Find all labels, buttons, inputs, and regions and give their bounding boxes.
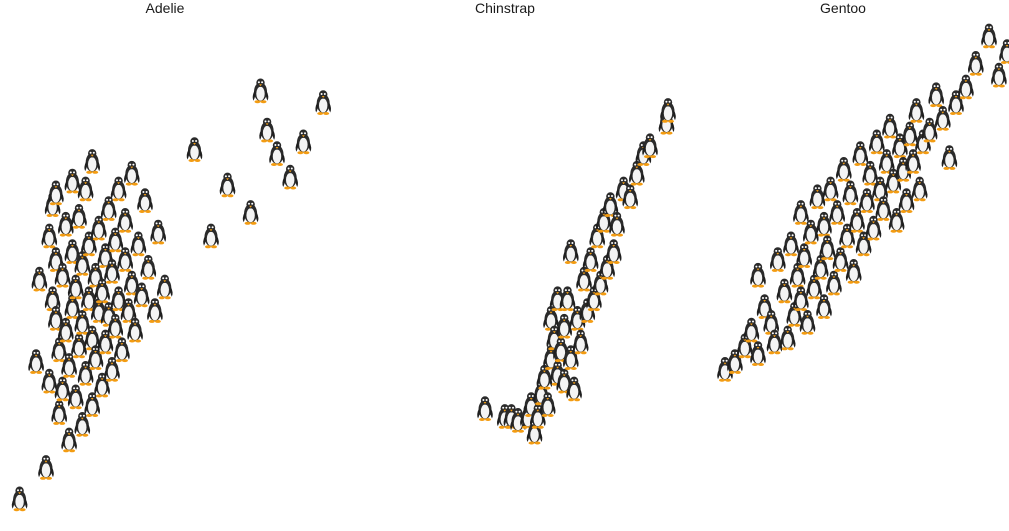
- penguin-point-gentoo-63: [991, 62, 1007, 88]
- penguin-point-adelie-4: [41, 368, 58, 394]
- penguin-point-adelie-1: [28, 349, 44, 374]
- penguin-point-adelie-11: [51, 400, 67, 425]
- penguin-point-gentoo-61: [968, 50, 984, 76]
- penguin-point-chinstrap-24: [572, 329, 589, 355]
- penguin-point-gentoo-5: [750, 262, 766, 288]
- penguin-point-gentoo-12: [783, 231, 799, 257]
- facet-title-chinstrap: Chinstrap: [475, 0, 535, 16]
- penguin-point-gentoo-28: [829, 200, 845, 225]
- penguin-point-adelie-59: [130, 231, 147, 257]
- penguin-point-chinstrap-0: [477, 396, 493, 421]
- penguin-point-adelie-2: [31, 266, 48, 292]
- facet-chinstrap: Chinstrap: [475, 0, 676, 445]
- penguin-point-gentoo-49: [898, 188, 915, 213]
- penguin-point-adelie-57: [124, 160, 140, 186]
- penguin-point-gentoo-33: [845, 259, 862, 284]
- penguin-point-adelie-73: [282, 164, 298, 190]
- penguin-point-gentoo-64: [999, 39, 1009, 64]
- penguin-point-chinstrap-19: [559, 286, 576, 312]
- penguin-point-adelie-0: [11, 486, 28, 512]
- penguin-point-adelie-72: [269, 141, 285, 166]
- penguin-point-gentoo-11: [779, 325, 796, 351]
- penguin-point-adelie-66: [186, 137, 203, 162]
- penguin-point-adelie-74: [295, 129, 312, 155]
- penguin-point-adelie-25: [71, 204, 87, 229]
- penguin-point-adelie-3: [38, 455, 54, 480]
- penguin-point-adelie-67: [203, 223, 219, 249]
- penguin-point-gentoo-29: [832, 247, 849, 272]
- penguin-point-adelie-75: [315, 90, 331, 115]
- penguin-point-adelie-35: [84, 149, 100, 174]
- penguin-point-gentoo-4: [750, 341, 766, 366]
- penguin-point-chinstrap-21: [563, 239, 579, 264]
- penguin-point-adelie-21: [64, 168, 81, 194]
- penguin-point-gentoo-53: [911, 176, 928, 202]
- penguin-point-adelie-65: [157, 274, 173, 300]
- penguin-point-gentoo-56: [928, 82, 944, 108]
- penguin-point-gentoo-32: [842, 180, 859, 206]
- penguin-point-gentoo-35: [852, 141, 869, 166]
- penguin-point-adelie-61: [137, 188, 153, 213]
- penguin-point-gentoo-37: [859, 188, 875, 213]
- penguin-point-gentoo-26: [822, 176, 839, 202]
- penguin-point-gentoo-21: [809, 184, 826, 210]
- penguin-point-adelie-62: [140, 255, 157, 280]
- penguin-point-gentoo-60: [958, 74, 974, 100]
- penguin-point-gentoo-24: [816, 211, 832, 237]
- penguin-point-adelie-70: [252, 78, 269, 104]
- penguin-point-gentoo-62: [981, 23, 997, 49]
- penguin-point-adelie-54: [117, 208, 133, 233]
- points-gentoo: [717, 23, 1009, 382]
- penguin-point-adelie-68: [219, 172, 236, 198]
- penguin-point-gentoo-58: [941, 145, 958, 170]
- facet-gentoo: Gentoo: [717, 0, 1009, 382]
- penguin-point-gentoo-16: [793, 200, 809, 225]
- penguin-point-adelie-16: [58, 211, 74, 237]
- penguin-point-adelie-13: [54, 376, 71, 402]
- penguin-point-gentoo-18: [799, 310, 816, 335]
- penguin-point-gentoo-30: [836, 157, 852, 182]
- penguin-point-adelie-22: [67, 384, 84, 410]
- penguin-point-gentoo-52: [908, 98, 925, 123]
- penguin-point-adelie-30: [77, 176, 94, 202]
- facet-title-gentoo: Gentoo: [820, 0, 866, 16]
- facet-title-adelie: Adelie: [146, 0, 185, 16]
- points-chinstrap: [477, 98, 676, 445]
- penguin-point-adelie-69: [242, 200, 259, 225]
- penguin-point-adelie-52: [114, 337, 130, 363]
- penguin-point-adelie-5: [41, 223, 58, 249]
- points-adelie: [11, 78, 331, 512]
- penguin-point-adelie-71: [259, 117, 275, 143]
- penguin-point-adelie-64: [150, 219, 166, 245]
- penguin-point-gentoo-44: [882, 113, 898, 139]
- facet-adelie: Adelie: [11, 0, 331, 512]
